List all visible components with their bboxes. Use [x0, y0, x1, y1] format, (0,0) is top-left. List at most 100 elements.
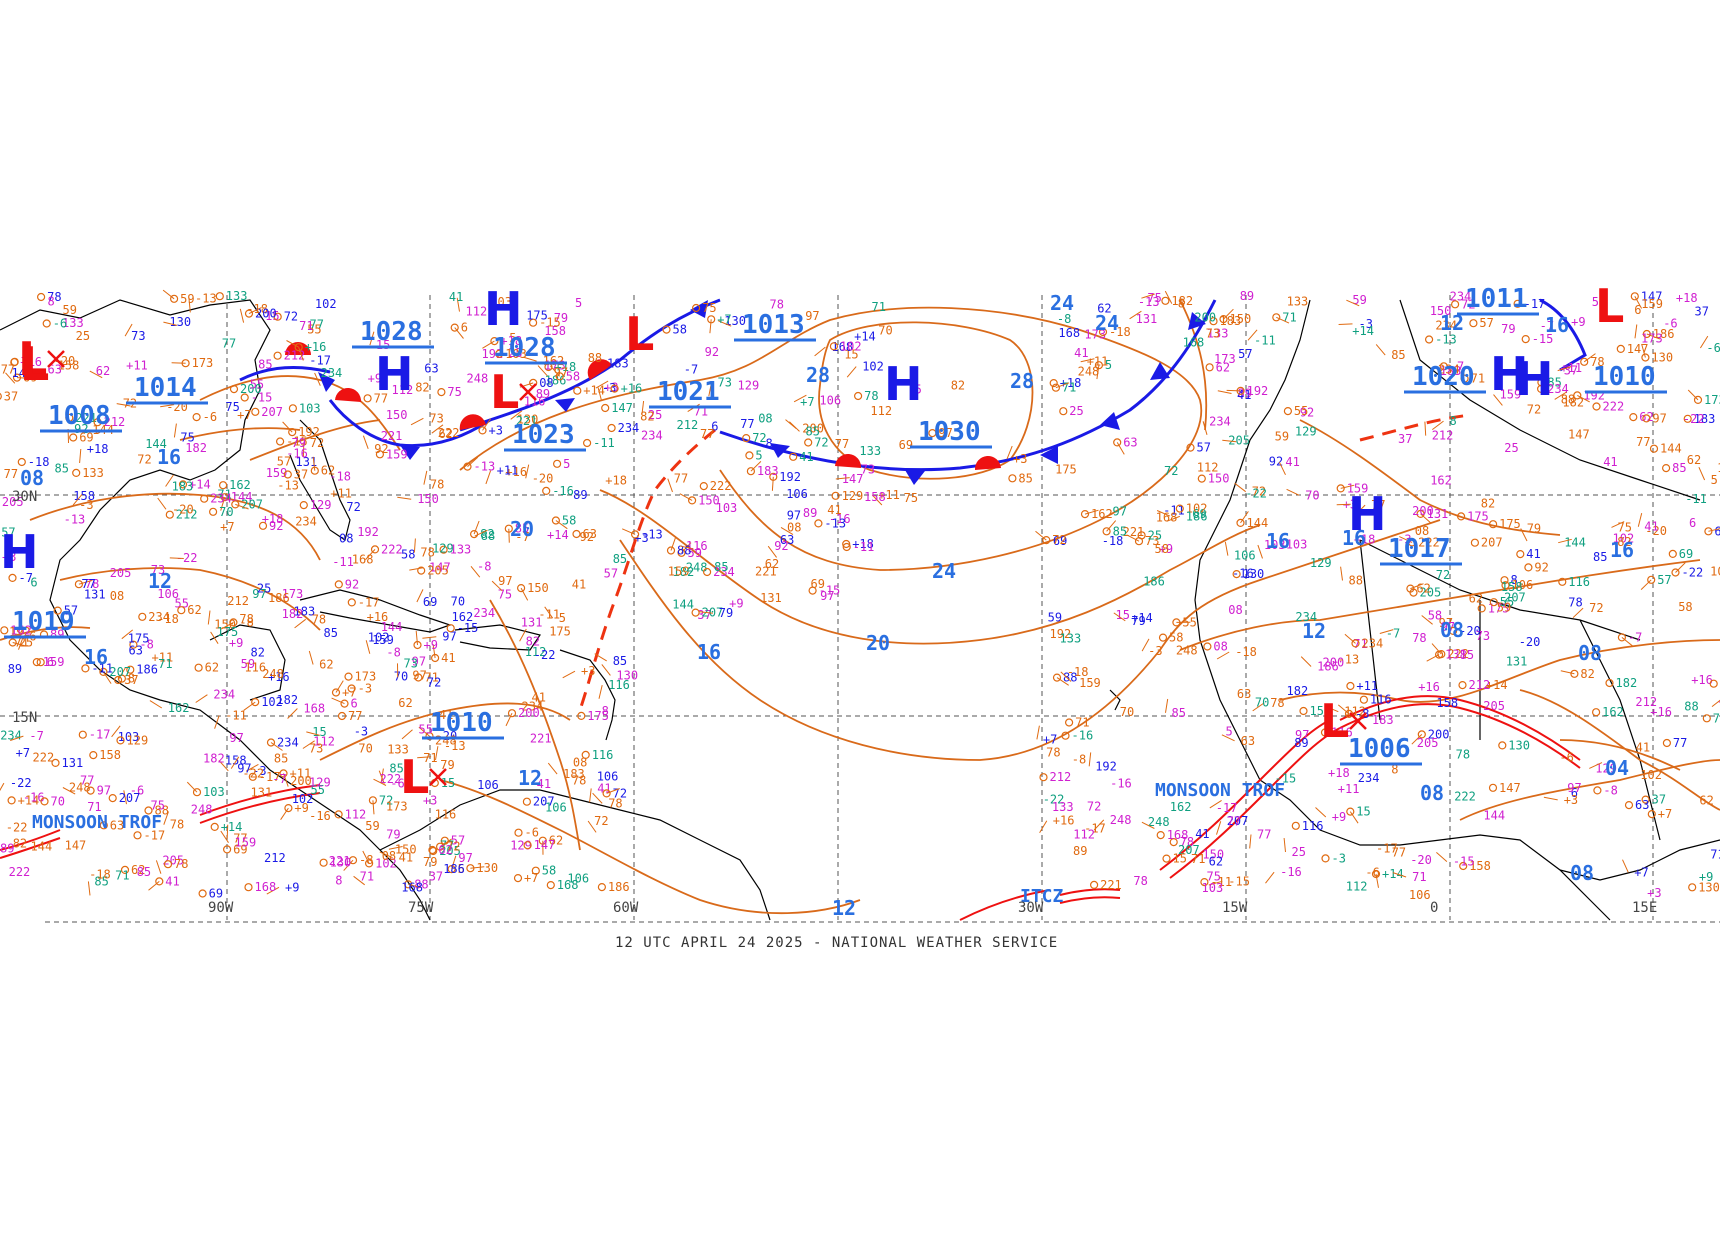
station-plot-value: 69 [233, 842, 247, 856]
station-circle [1591, 708, 1601, 717]
wind-barb [1286, 488, 1300, 496]
station-circle [691, 303, 701, 313]
station-plot-value: -6 [203, 410, 217, 424]
station-plot-value: 97 [458, 851, 472, 865]
station-plot-value: 70 [451, 595, 465, 609]
station-plot-value: 71 [115, 868, 129, 882]
station-circle [1406, 584, 1415, 593]
wind-barb [1216, 651, 1230, 660]
station-plot-value: 62 [1699, 794, 1713, 808]
station-circle [1299, 706, 1308, 716]
station-plot-value: 234 [713, 565, 735, 579]
station-plot-value: 173 [386, 799, 408, 813]
station-plot-value: +18 [500, 334, 522, 348]
station-plot-value: 15 [1310, 704, 1324, 718]
station-plot-value: 182 [282, 607, 304, 621]
station-plot-value: 221 [381, 429, 403, 443]
station-plot-value: +7 [524, 871, 538, 885]
wind-barb [835, 477, 850, 480]
station-plot-value: 62 [1639, 410, 1653, 424]
station-plot-value: 102 [292, 792, 314, 806]
station-plot-value: 212 [104, 415, 126, 429]
wind-barb [1156, 510, 1171, 517]
station-circle [1162, 854, 1171, 863]
station-circle [555, 372, 564, 381]
station-plot-value: 89 [8, 662, 22, 676]
station-plot-value: 62 [765, 557, 779, 571]
isobar-label: 28 [806, 363, 830, 387]
station-plot-value: 133 [226, 289, 248, 303]
border-sahara-4 [1579, 619, 1661, 841]
wind-barb [408, 883, 422, 889]
station-plot-value: 159 [235, 836, 257, 850]
station-plot-value: -3 [1359, 317, 1373, 331]
longitude-label: 15W [1222, 900, 1248, 916]
station-circle [831, 491, 840, 500]
station-plot-value: -22 [6, 820, 28, 834]
station-plot-value: 37 [124, 673, 138, 687]
wind-barb [474, 529, 488, 537]
station-plot-value: +16 [20, 355, 42, 369]
station-circle [337, 711, 347, 721]
wind-barb [116, 403, 131, 407]
station-plot-value: 73 [1145, 534, 1159, 548]
station-plot-value: 183 [1694, 412, 1716, 426]
map-caption: 12 UTC APRIL 24 2025 - NATIONAL WEATHER … [615, 935, 1058, 951]
station-plot-value: 175 [549, 624, 571, 638]
station-circle [478, 426, 487, 435]
wind-barb [505, 712, 513, 727]
station-plot-value: 159 [1347, 481, 1369, 495]
cold-front-triangle [400, 445, 420, 460]
station-plot-value: 41 [597, 781, 611, 795]
station-circle [53, 606, 62, 615]
wind-barb [1060, 671, 1072, 682]
station-circle [1089, 880, 1099, 890]
wind-barb [117, 667, 126, 681]
trough-band-sahel [1339, 695, 1581, 761]
station-plot-value: -18 [157, 612, 179, 626]
station-plot-value: 69 [1192, 507, 1206, 521]
trough-atlantic [578, 428, 716, 711]
isobar-atl-ne [1179, 299, 1208, 431]
isobar-1012-gulf [59, 567, 321, 631]
station-plot-value: 175 [1499, 517, 1521, 531]
station-plot-value: -22 [1683, 412, 1705, 426]
wind-barb [1165, 698, 1169, 713]
station-circle [1460, 374, 1469, 383]
wind-barb [302, 740, 315, 749]
station-circle [17, 457, 26, 467]
wind-barb [1554, 391, 1567, 400]
station-plot-value: 85 [1672, 461, 1686, 475]
wind-barb [12, 642, 27, 647]
station-circle [1434, 650, 1444, 659]
station-plot-value: 89 [1240, 289, 1254, 303]
station-plot-value: 15 [376, 338, 390, 352]
station-circle [1470, 538, 1480, 547]
wind-barb [1129, 310, 1142, 320]
wind-barb [218, 760, 229, 772]
station-plot-value: 73 [718, 376, 732, 390]
station-plot-value: -6 [130, 783, 144, 797]
wind-barb [362, 850, 370, 864]
station-plot-value: -15 [1532, 332, 1554, 346]
station-plot-value: 62 [549, 834, 563, 848]
station-plot-value: 08 [787, 520, 801, 534]
station-plot-value: -7 [684, 363, 698, 377]
station-plot-value: -17 [1376, 841, 1398, 855]
wind-barb [670, 537, 677, 551]
wind-barb [439, 838, 452, 848]
station-circle [1688, 883, 1697, 892]
station-circle [745, 451, 754, 460]
station-plot-value: +11 [152, 650, 174, 664]
station-circle [334, 580, 343, 589]
station-plot-value: 116 [592, 748, 614, 762]
station-plot-value: 116 [435, 808, 457, 822]
station-circle [523, 841, 532, 850]
station-circle [276, 437, 285, 446]
wind-barb [162, 289, 175, 300]
station-circle [507, 709, 517, 718]
wind-barb [1278, 461, 1286, 476]
station-plot-value: 162 [1430, 474, 1452, 488]
station-plot-value: 62 [319, 658, 333, 672]
pressure-label: 1030 [910, 417, 992, 449]
